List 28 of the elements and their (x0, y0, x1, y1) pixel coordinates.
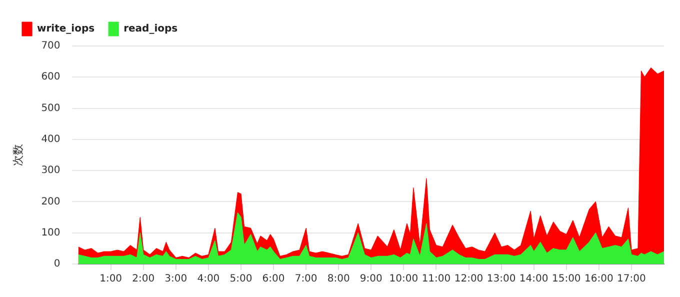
x-tick-label: 8:00 (327, 274, 350, 285)
legend-label: read_iops (124, 24, 178, 35)
x-tick-label: 4:00 (197, 274, 220, 285)
y-tick-label: 0 (54, 258, 60, 270)
x-tick-label: 11:00 (422, 274, 451, 285)
x-tick-label: 6:00 (262, 274, 285, 285)
y-axis-title: 次数 (11, 144, 24, 166)
y-tick-label: 700 (41, 40, 60, 52)
x-tick-label: 1:00 (100, 274, 122, 285)
x-tick-label: 12:00 (454, 274, 484, 285)
x-tick-label: 14:00 (519, 274, 548, 285)
legend-label: write_iops (37, 24, 95, 35)
y-tick-label: 100 (41, 227, 60, 238)
y-tick-label: 400 (41, 134, 60, 146)
y-tick-label: 200 (41, 196, 60, 208)
x-tick-label: 7:00 (294, 274, 318, 285)
x-tick-label: 3:00 (164, 274, 188, 285)
x-tick-label: 9:00 (360, 274, 382, 285)
x-tick-label: 5:00 (230, 274, 252, 285)
y-tick-label: 500 (41, 102, 60, 114)
y-tick-label: 600 (41, 72, 60, 83)
x-tick-label: 10:00 (389, 274, 418, 285)
x-tick-label: 16:00 (584, 274, 614, 285)
x-tick-label: 13:00 (486, 274, 516, 285)
x-tick-label: 17:00 (617, 274, 646, 285)
y-tick-label: 300 (41, 165, 60, 176)
x-tick-label: 15:00 (552, 274, 581, 285)
x-tick-label: 2:00 (132, 274, 155, 285)
